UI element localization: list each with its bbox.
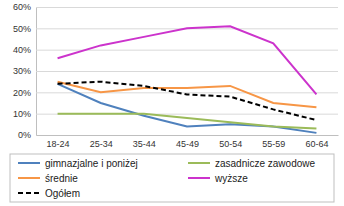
x-tick: 18-24 [47,135,70,149]
series-line [58,114,317,129]
legend-label: średnie [45,173,78,184]
legend-swatch [188,162,210,164]
x-tick: 45-49 [176,135,199,149]
x-tick-label: 45-49 [176,139,199,149]
y-tick: 20% [13,88,338,98]
grid-line [36,71,338,72]
x-tick-label: 50-54 [219,139,242,149]
legend-label: gimnazjalne i poniżej [45,158,138,169]
x-tick: 60-64 [305,135,328,149]
series-line [58,26,317,94]
y-tick-label: 30% [13,66,31,76]
legend-item: zasadnicze zawodowe [188,158,315,169]
y-tick: 50% [13,24,338,34]
y-tick-label: 10% [13,109,31,119]
x-tick-label: 60-64 [305,139,328,149]
legend-label: Ogółem [45,188,80,199]
y-tick: 30% [13,66,338,76]
y-tick: 40% [13,45,338,55]
legend-swatch [18,177,40,179]
y-tick-label: 20% [13,88,31,98]
legend: gimnazjalne i poniżej zasadnicze zawodowe… [10,154,334,202]
x-axis: 18-24 25-34 35-44 45-49 50-54 55-59 60-64 [37,135,339,149]
x-tick: 25-34 [90,135,113,149]
legend-label: zasadnicze zawodowe [215,158,315,169]
y-tick-label: 50% [13,24,31,34]
x-tick-label: 55-59 [262,139,285,149]
x-tick: 35-44 [133,135,156,149]
grid-line [36,135,338,136]
legend-item: gimnazjalne i poniżej [18,158,138,169]
x-tick: 50-54 [219,135,242,149]
y-axis: 0% 10% 20% 30% 40% 50% 60% [13,2,338,140]
legend-item: wyższe [188,173,248,184]
grid-line [36,92,338,93]
y-tick: 60% [13,2,338,12]
legend-item: Ogółem [18,188,80,199]
plot: 0% 10% 20% 30% 40% 50% 60% 18-24 25-34 35-44 45-49… [13,2,339,149]
x-tick-label: 25-34 [90,139,113,149]
grid-line [36,7,338,8]
x-tick-label: 35-44 [133,139,156,149]
x-tick: 55-59 [262,135,285,149]
legend-swatch [188,177,210,179]
x-tick-label: 18-24 [47,139,70,149]
lines [58,26,317,133]
legend-swatch [18,192,40,194]
series-line [58,82,317,120]
legend-swatch [18,162,40,164]
legend-label: wyższe [214,173,248,184]
y-tick-label: 60% [13,2,31,12]
chart: 0% 10% 20% 30% 40% 50% 60% 18-24 25-34 35-44 45-49… [0,0,344,206]
x-axis-line [37,135,339,136]
legend-item: średnie [18,173,78,184]
legend-box [10,154,334,202]
y-tick-label: 40% [13,45,31,55]
y-tick-label: 0% [18,130,31,140]
